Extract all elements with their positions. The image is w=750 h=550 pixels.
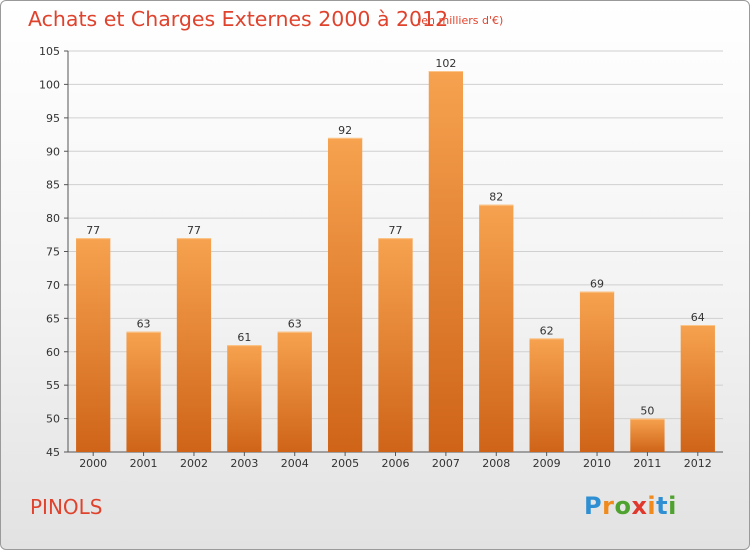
bar-2000 <box>76 238 111 452</box>
bar-2012 <box>680 325 715 452</box>
bar-2008 <box>479 204 514 452</box>
bar-2006 <box>378 238 413 452</box>
y-tick-label: 55 <box>46 379 60 392</box>
y-tick-label: 65 <box>46 312 60 325</box>
x-tick-label: 2007 <box>432 457 460 470</box>
value-label: 50 <box>640 405 654 418</box>
x-tick-label: 2012 <box>684 457 712 470</box>
logo-letter: x <box>631 492 648 520</box>
value-label: 63 <box>288 318 302 331</box>
y-tick-label: 90 <box>46 145 60 158</box>
x-tick-label: 2011 <box>633 457 661 470</box>
location-name: PINOLS <box>30 495 103 519</box>
value-label: 64 <box>691 311 705 324</box>
value-label: 77 <box>187 224 201 237</box>
y-tick-label: 45 <box>46 446 60 459</box>
value-label: 77 <box>389 224 403 237</box>
y-tick-label: 100 <box>39 78 60 91</box>
x-tick-label: 2005 <box>331 457 359 470</box>
x-tick-label: 2000 <box>79 457 107 470</box>
logo-letter: r <box>602 492 615 520</box>
logo-letter: i <box>668 492 677 520</box>
y-tick-label: 95 <box>46 112 60 125</box>
value-label: 61 <box>237 331 251 344</box>
bar-2003 <box>227 345 262 452</box>
x-tick-label: 2006 <box>382 457 410 470</box>
bar-2002 <box>176 238 212 452</box>
chart-title: Achats et Charges Externes 2000 à 2012 <box>28 7 449 31</box>
x-tick-label: 2003 <box>230 457 258 470</box>
value-label: 63 <box>137 318 151 331</box>
bar-2001 <box>126 331 161 452</box>
bar-2005 <box>327 137 363 452</box>
value-label: 102 <box>435 57 456 70</box>
value-label: 92 <box>338 124 352 137</box>
y-tick-label: 70 <box>46 279 60 292</box>
bar-2011 <box>630 418 665 452</box>
y-tick-label: 80 <box>46 212 60 225</box>
bar-2010 <box>579 291 615 452</box>
proxiti-logo: Proxiti <box>584 492 677 520</box>
y-tick-label: 85 <box>46 179 60 192</box>
y-tick-label: 60 <box>46 346 60 359</box>
y-tick-label: 105 <box>39 45 60 58</box>
logo-letter: i <box>647 492 657 520</box>
y-tick-label: 50 <box>46 413 60 426</box>
logo-letter: o <box>614 492 632 520</box>
x-tick-label: 2008 <box>482 457 510 470</box>
logo-letter: P <box>584 492 603 520</box>
y-tick-label: 75 <box>46 246 60 259</box>
x-tick-label: 2002 <box>180 457 208 470</box>
x-tick-label: 2004 <box>281 457 309 470</box>
value-label: 82 <box>489 191 503 204</box>
value-label: 77 <box>86 224 100 237</box>
bar-2007 <box>428 71 464 453</box>
chart-subtitle: (en milliers d'€) <box>417 14 504 27</box>
bar-2009 <box>529 338 564 452</box>
logo-letter: t <box>656 492 669 520</box>
bar-2004 <box>277 331 312 452</box>
x-tick-label: 2001 <box>130 457 158 470</box>
x-tick-label: 2010 <box>583 457 611 470</box>
value-label: 69 <box>590 278 604 291</box>
x-tick-label: 2009 <box>533 457 561 470</box>
value-label: 62 <box>540 324 554 337</box>
